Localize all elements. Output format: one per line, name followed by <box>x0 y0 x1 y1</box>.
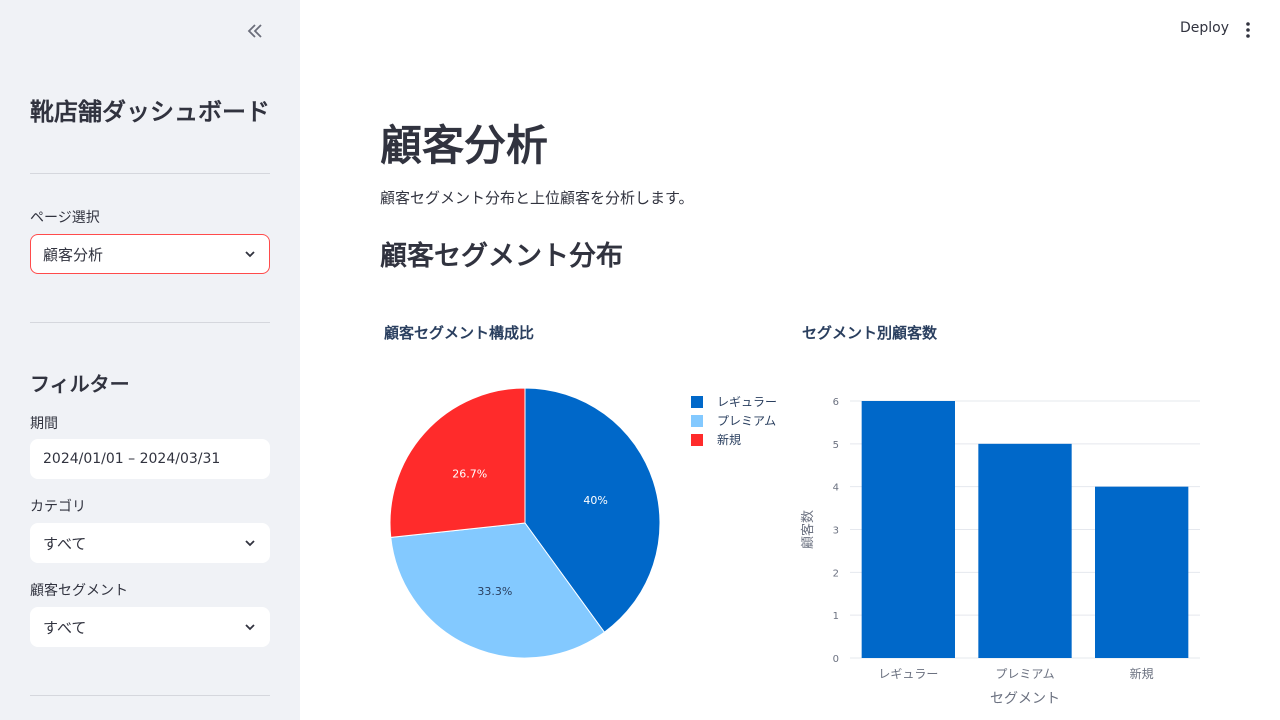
legend-entry[interactable]: プレミアム <box>717 414 776 428</box>
chevron-down-icon <box>243 620 257 634</box>
x-tick-label: レギュラー <box>878 667 938 681</box>
section-title: 顧客セグメント分布 <box>380 241 623 272</box>
sidebar: 靴店舗ダッシュボード ページ選択 顧客分析 フィルター 期間 2024/01/0… <box>0 0 300 720</box>
y-tick-label: 6 <box>833 397 839 408</box>
sidebar-divider <box>30 173 270 174</box>
y-tick-label: 3 <box>833 526 839 537</box>
x-tick-label: プレミアム <box>995 667 1054 681</box>
vertical-dots-icon <box>1246 22 1250 38</box>
legend-entry[interactable]: レギュラー <box>717 395 777 409</box>
pie-slice[interactable] <box>524 387 661 633</box>
filter-heading: フィルター <box>30 372 130 396</box>
y-tick-label: 0 <box>833 654 839 665</box>
period-label: 期間 <box>30 416 58 432</box>
pie-chart-title: 顧客セグメント構成比 <box>384 324 535 342</box>
y-tick-label: 2 <box>833 568 839 579</box>
category-select[interactable]: すべて <box>30 523 270 563</box>
pie-slice-label: 40% <box>583 494 607 507</box>
bar[interactable] <box>861 401 955 658</box>
main-menu-button[interactable] <box>1238 20 1258 40</box>
segment-value: すべて <box>43 618 87 637</box>
page-select[interactable]: 顧客分析 <box>30 234 270 274</box>
collapse-sidebar-button[interactable] <box>244 20 266 42</box>
legend-entry[interactable]: 新規 <box>717 432 741 447</box>
deploy-button[interactable]: Deploy <box>1180 20 1230 36</box>
category-label: カテゴリ <box>30 499 86 515</box>
y-tick-label: 4 <box>833 483 839 494</box>
page-select-label: ページ選択 <box>30 210 100 226</box>
bar[interactable] <box>1095 486 1189 658</box>
segment-select[interactable]: すべて <box>30 607 270 647</box>
pie-slice[interactable] <box>389 387 526 538</box>
pie-slice-label: 33.3% <box>477 585 512 598</box>
segment-label: 顧客セグメント <box>30 583 128 599</box>
sidebar-title: 靴店舗ダッシュボード <box>30 98 270 126</box>
chevron-down-icon <box>243 247 257 261</box>
x-axis-label: セグメント <box>990 691 1060 707</box>
period-date-input[interactable]: 2024/01/01 – 2024/03/31 <box>30 439 270 479</box>
bar[interactable] <box>978 443 1072 658</box>
legend-swatch <box>691 434 703 446</box>
pie-slice[interactable] <box>390 522 606 659</box>
bar-chart-title: セグメント別顧客数 <box>802 324 938 342</box>
legend-swatch <box>691 415 703 427</box>
y-tick-label: 1 <box>833 611 839 622</box>
category-value: すべて <box>43 534 87 553</box>
pie-slice-label: 26.7% <box>452 467 487 480</box>
page-description: 顧客セグメント分布と上位顧客を分析します。 <box>380 189 694 207</box>
sidebar-divider <box>30 322 270 323</box>
y-axis-label: 顧客数 <box>800 510 816 549</box>
y-tick-label: 5 <box>833 440 839 451</box>
period-value: 2024/01/01 – 2024/03/31 <box>43 451 221 467</box>
x-tick-label: 新規 <box>1130 666 1154 681</box>
page-title: 顧客分析 <box>380 121 549 170</box>
double-chevron-left-icon <box>247 24 262 38</box>
chevron-down-icon <box>243 536 257 550</box>
page-select-value: 顧客分析 <box>43 245 104 264</box>
legend-swatch <box>691 396 703 408</box>
sidebar-divider <box>30 695 270 696</box>
